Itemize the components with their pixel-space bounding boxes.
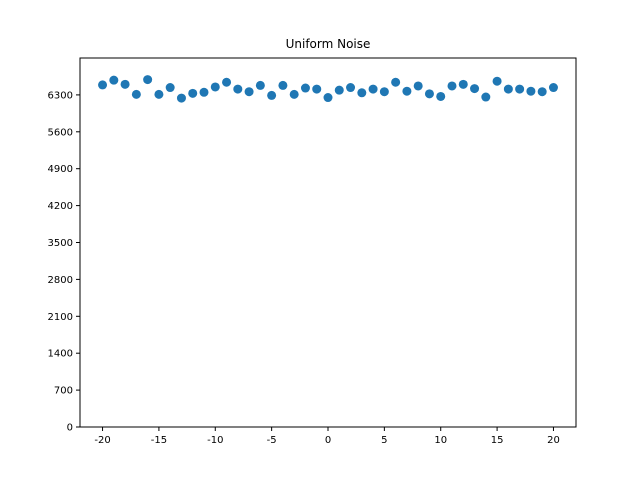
x-tick-label: 10 (434, 435, 447, 446)
data-point (120, 79, 130, 89)
y-tick-label: 4200 (48, 201, 73, 212)
x-tick-label: 15 (491, 435, 504, 446)
data-point (165, 83, 175, 93)
data-point (402, 86, 412, 96)
chart-title: Uniform Noise (286, 37, 371, 51)
data-point (515, 84, 525, 94)
data-point (548, 83, 558, 93)
data-point (503, 84, 513, 94)
y-tick-label: 2800 (48, 275, 73, 286)
data-point (188, 88, 198, 98)
data-point (109, 75, 119, 85)
x-tick-label: -5 (267, 435, 277, 446)
data-point (267, 90, 277, 100)
x-tick-label: -15 (151, 435, 167, 446)
x-tick-label: 20 (547, 435, 560, 446)
y-tick-label: 5600 (48, 127, 73, 138)
data-point (154, 89, 164, 99)
x-tick-label: -20 (94, 435, 110, 446)
data-point (334, 85, 344, 95)
y-tick-label: 3500 (48, 238, 73, 249)
y-tick-label: 6300 (48, 90, 73, 101)
data-point (233, 84, 243, 94)
y-tick-label: 0 (67, 423, 73, 434)
data-points (98, 75, 558, 103)
data-point (537, 87, 547, 97)
data-point (289, 89, 299, 99)
data-point (379, 87, 389, 97)
data-point (346, 83, 356, 93)
data-point (436, 91, 446, 101)
data-point (492, 76, 502, 86)
data-point (526, 86, 536, 96)
data-point (176, 93, 186, 103)
data-point (323, 93, 333, 103)
data-point (312, 84, 322, 94)
data-point (278, 80, 288, 90)
data-point (481, 92, 491, 102)
data-point (447, 81, 457, 91)
data-point (458, 79, 468, 89)
data-point (131, 89, 141, 99)
data-point (391, 77, 401, 87)
x-tick-label: 5 (381, 435, 387, 446)
y-tick-label: 1400 (48, 349, 73, 360)
data-point (98, 80, 108, 90)
data-point (244, 87, 254, 97)
data-point (470, 84, 480, 94)
data-point (368, 84, 378, 94)
data-point (143, 75, 153, 85)
x-tick-label: -10 (207, 435, 223, 446)
data-point (424, 89, 434, 99)
data-point (210, 82, 220, 92)
data-point (255, 80, 265, 90)
x-axis: -20 -15 -10 -5 0 5 10 15 20 (94, 427, 560, 446)
plot-area (79, 57, 577, 428)
data-point (300, 83, 310, 93)
y-axis: 0 700 1400 2100 2800 3500 4200 4900 5600 6300 (48, 90, 80, 434)
y-tick-label: 700 (54, 386, 73, 397)
data-point (199, 87, 209, 97)
y-tick-label: 4900 (48, 164, 73, 175)
x-tick-label: 0 (325, 435, 331, 446)
data-point (413, 81, 423, 91)
data-point (357, 88, 367, 98)
data-point (222, 77, 232, 87)
y-tick-label: 2100 (48, 312, 73, 323)
